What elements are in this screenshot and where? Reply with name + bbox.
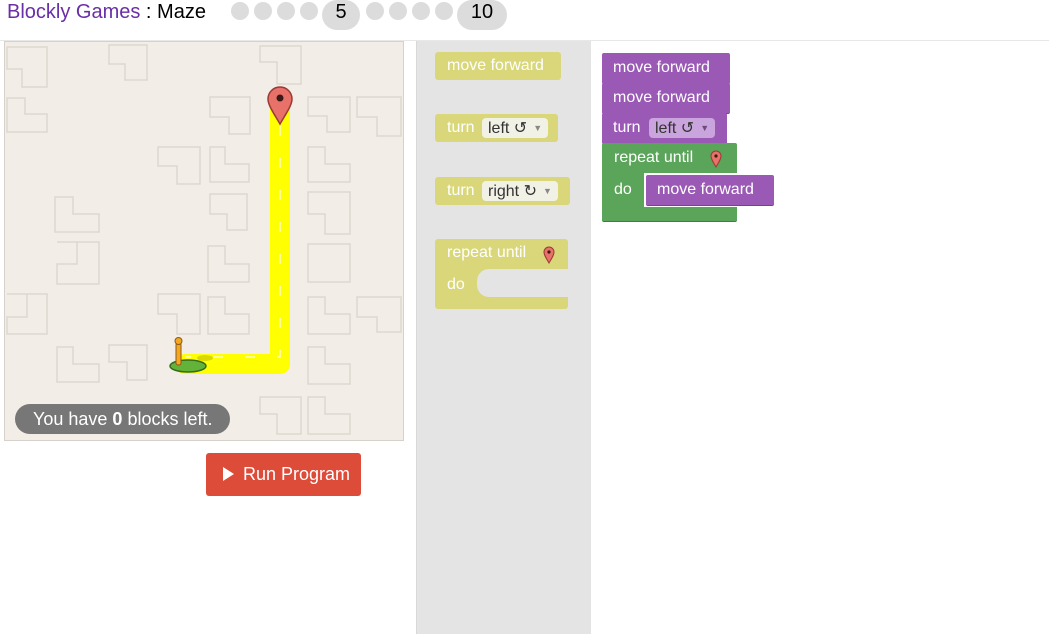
wall-tile [108,344,148,381]
header: Blockly Games : Maze 5 10 [0,0,1049,41]
wall-tile [307,296,351,335]
wall-tile [6,293,48,335]
maze-wall-tiles [6,44,402,435]
repeat-label: repeat until [614,149,694,166]
workspace-block-move-forward-nested[interactable]: move forward [646,175,774,206]
wall-tile [209,193,248,231]
level-dot-6[interactable] [366,2,384,20]
page-title: Blockly Games : Maze [7,0,206,26]
turn-direction-dropdown[interactable]: left ↺ ▼ [482,118,549,138]
wall-tile [207,245,250,283]
block-label: turn [447,119,475,136]
dropdown-caret-icon: ▼ [700,123,710,133]
level-dot-7[interactable] [389,2,407,20]
toolbox-flyout: move forward turn left ↺ ▼ turn right ↻ ▼ … [416,41,591,634]
level-dot-4[interactable] [300,2,318,20]
maze-area: You have 0 blocks left. [4,41,404,441]
goal-marker-icon [710,150,722,168]
wall-tile [307,146,351,183]
wall-tile [307,191,351,235]
run-program-label: Run Program [243,464,351,484]
wall-tile [157,293,201,335]
pegman-player-icon [169,337,213,373]
wall-tile [356,96,402,137]
wall-tile [356,296,402,333]
workspace-block-move-forward[interactable]: move forward [602,83,730,114]
level-dot-2[interactable] [254,2,272,20]
blocks-left-count: 0 [112,409,123,429]
dropdown-value: left ↺ [488,120,528,137]
wall-tile [6,46,48,88]
level-dot-9[interactable] [435,2,453,20]
level-dot-8[interactable] [412,2,430,20]
app-name-link[interactable]: Blockly Games [7,1,141,23]
wall-tile [209,146,250,183]
turn-direction-dropdown[interactable]: left ↺ ▼ [649,118,716,138]
wall-tile [108,44,148,81]
block-label: move forward [657,181,754,198]
toolbox-block-turn-right[interactable]: turn right ↻ ▼ [435,177,570,205]
wall-tile [6,97,48,133]
wall-tile [259,396,302,435]
game-name: Maze [157,1,206,23]
level-dot-1[interactable] [231,2,249,20]
block-label: turn [613,119,641,136]
dropdown-value: left ↺ [655,120,695,137]
block-label: move forward [613,89,710,106]
do-label: do [447,276,465,293]
block-label: move forward [447,57,544,74]
wall-tile [259,45,302,85]
wall-tile [56,241,100,285]
wall-tile [209,96,251,135]
wall-tile [207,296,250,335]
maze-background [6,44,402,435]
do-label: do [614,181,632,198]
dropdown-caret-icon: ▼ [533,123,543,133]
wall-tile [56,346,100,383]
blocks-left-suffix: blocks left. [122,409,213,429]
wall-tile [307,396,351,435]
block-label: move forward [613,59,710,76]
play-icon [223,467,234,481]
do-slot [477,269,568,297]
blocks-left-label: You have 0 blocks left. [15,404,231,434]
wall-tile [54,196,100,233]
wall-tile [307,346,351,385]
turn-direction-dropdown[interactable]: right ↻ ▼ [482,181,558,201]
dropdown-caret-icon: ▼ [542,186,552,196]
path-centerline [185,126,281,358]
workspace-block-move-forward[interactable]: move forward [602,53,730,84]
wall-tile [307,96,351,133]
wall-tile [307,243,351,283]
level-max-button[interactable]: 10 [457,0,507,30]
dropdown-value: right ↻ [488,183,537,200]
blocks-left-prefix: You have [33,409,113,429]
level-current-button[interactable]: 5 [322,0,360,30]
workspace-block-turn[interactable]: turn left ↺ ▼ [602,113,727,144]
repeat-label: repeat until [447,244,527,261]
title-separator: : [140,1,158,23]
maze-path [175,100,290,374]
toolbox-block-repeat-until[interactable]: repeat until do [435,239,568,309]
toolbox-block-turn-left[interactable]: turn left ↺ ▼ [435,114,558,142]
goal-marker-icon [267,86,293,126]
wall-tile [157,146,201,185]
block-label: turn [447,182,475,199]
run-program-button[interactable]: Run Program [206,453,361,496]
toolbox-block-move-forward[interactable]: move forward [435,52,561,80]
goal-marker-icon [543,246,555,264]
level-dot-3[interactable] [277,2,295,20]
